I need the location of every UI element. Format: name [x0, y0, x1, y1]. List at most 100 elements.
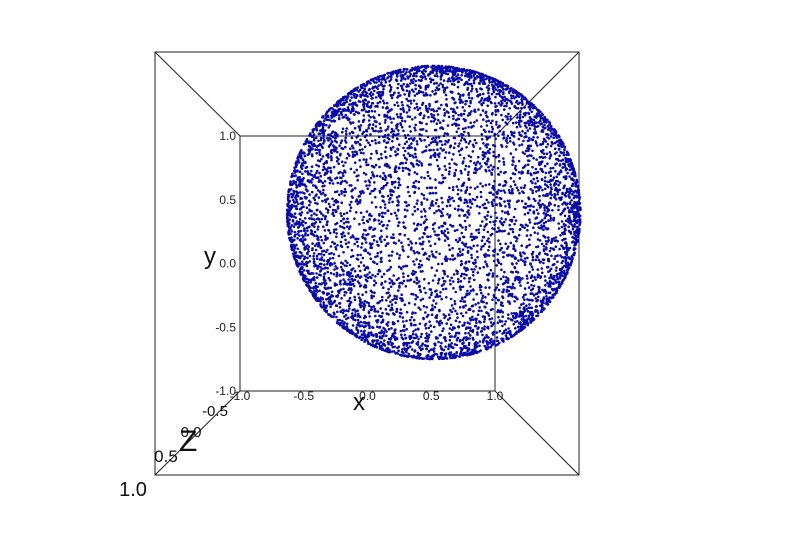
data-point	[424, 88, 428, 91]
data-point	[432, 325, 436, 329]
data-point	[488, 191, 491, 195]
data-point	[370, 190, 374, 193]
data-point	[351, 282, 355, 286]
data-point	[460, 231, 464, 235]
data-point	[475, 119, 479, 122]
data-point	[351, 308, 355, 312]
data-point	[378, 94, 382, 97]
data-point	[485, 86, 489, 89]
data-point	[379, 238, 382, 241]
data-point	[359, 192, 363, 195]
data-point	[549, 129, 552, 133]
data-point	[496, 321, 500, 325]
data-point	[312, 254, 315, 258]
data-point	[289, 188, 293, 191]
data-point	[510, 312, 513, 315]
data-point	[425, 347, 428, 351]
data-point	[297, 230, 300, 233]
data-point	[322, 241, 326, 245]
data-point	[557, 280, 561, 284]
data-point	[545, 145, 548, 149]
data-point	[453, 174, 457, 177]
data-point	[403, 215, 407, 218]
data-point	[554, 170, 557, 173]
data-point	[434, 178, 437, 181]
data-point	[383, 206, 387, 210]
data-point	[324, 306, 328, 310]
data-point	[386, 181, 389, 185]
data-point	[425, 145, 428, 148]
data-point	[518, 119, 521, 123]
data-point	[475, 228, 478, 232]
data-point	[450, 304, 454, 307]
data-point	[532, 205, 535, 209]
data-point	[357, 120, 361, 123]
data-point	[495, 230, 499, 234]
data-point	[431, 308, 435, 312]
data-point	[338, 107, 342, 111]
data-point	[526, 171, 530, 175]
data-point	[488, 81, 492, 84]
data-point	[426, 339, 430, 343]
data-point	[425, 305, 429, 309]
data-point	[424, 70, 428, 73]
data-point	[316, 228, 320, 231]
data-point	[495, 120, 498, 124]
data-point	[549, 267, 553, 271]
data-point	[382, 334, 385, 338]
data-point	[364, 99, 368, 102]
data-point	[333, 268, 336, 271]
data-point	[461, 285, 465, 289]
data-point	[435, 209, 438, 213]
data-point	[504, 320, 508, 323]
data-point	[469, 235, 473, 238]
data-point	[367, 100, 371, 104]
data-point	[447, 115, 451, 119]
data-point	[320, 252, 323, 256]
data-point	[402, 272, 405, 275]
data-point	[332, 214, 336, 217]
data-point	[427, 240, 431, 243]
data-point	[483, 215, 487, 219]
data-point	[389, 175, 393, 179]
data-point	[407, 237, 410, 241]
data-point	[557, 222, 560, 225]
data-point	[366, 251, 370, 255]
data-point	[400, 125, 404, 129]
data-point	[388, 79, 391, 83]
data-point	[425, 357, 429, 360]
data-point	[440, 348, 444, 351]
data-point	[418, 133, 421, 136]
data-point	[512, 312, 516, 315]
data-point	[515, 113, 519, 116]
data-point	[362, 152, 365, 155]
data-point	[508, 223, 512, 227]
data-point	[338, 281, 342, 284]
data-point	[521, 166, 525, 170]
data-point	[520, 199, 524, 203]
data-point	[318, 262, 322, 266]
data-point	[370, 305, 373, 309]
data-point	[436, 148, 439, 151]
data-point	[448, 332, 451, 335]
data-point	[490, 232, 494, 236]
data-point	[414, 311, 417, 315]
data-point	[445, 132, 449, 135]
data-point	[444, 168, 448, 171]
data-point	[367, 321, 371, 325]
data-point	[480, 133, 484, 136]
data-point	[536, 144, 539, 147]
data-point	[539, 119, 542, 123]
data-point	[448, 162, 451, 166]
data-point	[483, 344, 487, 348]
data-point	[340, 139, 344, 142]
data-point	[546, 180, 549, 184]
data-point	[394, 328, 397, 331]
data-point	[425, 334, 429, 338]
data-point	[463, 119, 467, 123]
data-point	[487, 237, 490, 240]
data-point	[541, 225, 544, 229]
data-point	[504, 218, 508, 221]
data-point	[569, 220, 572, 223]
data-point	[375, 149, 378, 153]
